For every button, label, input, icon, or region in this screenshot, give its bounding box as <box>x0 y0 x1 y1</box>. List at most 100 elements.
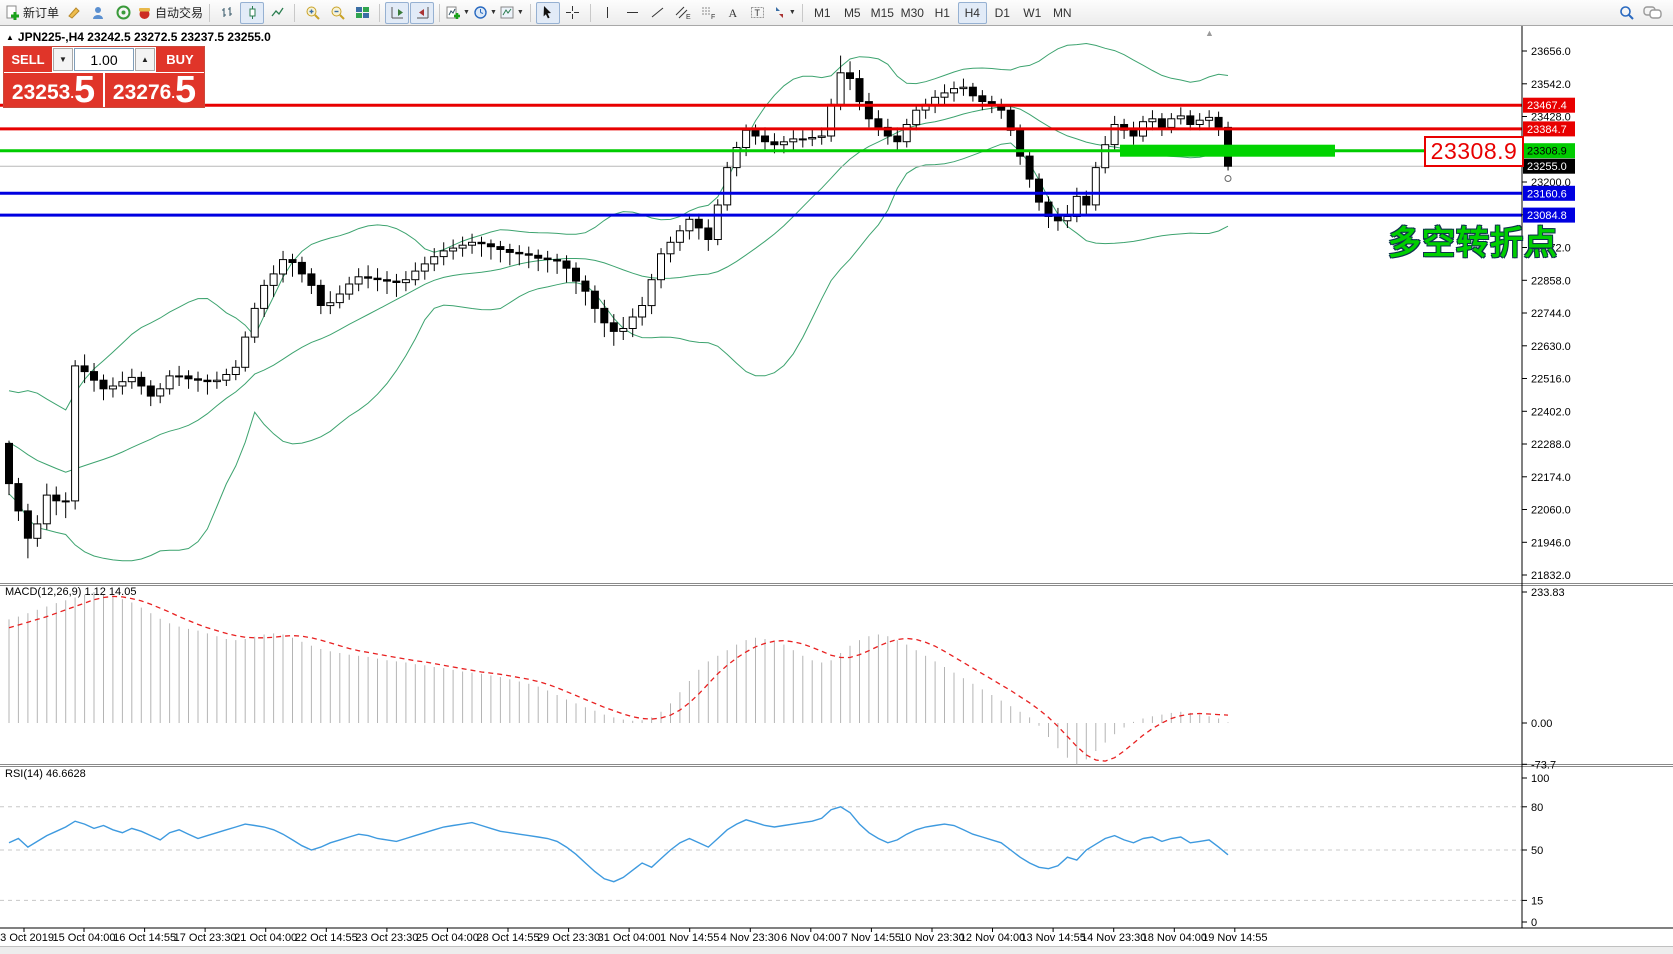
buy-button[interactable]: BUY <box>156 47 204 72</box>
new-order-button[interactable]: 新订单 <box>4 2 60 24</box>
tab-timeframe-h4[interactable]: H4 <box>957 1 987 24</box>
chart-shift-marker[interactable]: ▲ <box>1205 28 1214 38</box>
tab-timeframe-d1[interactable]: D1 <box>994 5 1010 20</box>
horizontal-line-icon <box>625 5 640 20</box>
candlestick-chart-button[interactable] <box>240 1 265 24</box>
svg-text:21832.0: 21832.0 <box>1531 570 1571 582</box>
cursor-icon <box>540 5 555 20</box>
svg-text:6 Nov 04:00: 6 Nov 04:00 <box>781 932 840 944</box>
zoom-in-button[interactable] <box>300 2 324 24</box>
collapse-panel-icon[interactable]: ▲ <box>6 32 14 42</box>
fibonacci-button[interactable]: F <box>696 2 720 24</box>
svg-text:10 Nov 23:30: 10 Nov 23:30 <box>899 932 964 944</box>
chevron-down-icon: ▼ <box>788 9 796 16</box>
svg-text:22288.0: 22288.0 <box>1531 439 1571 451</box>
tile-windows-button[interactable] <box>350 2 374 24</box>
volume-increase-button[interactable]: ▲ <box>135 48 155 71</box>
svg-text:22744.0: 22744.0 <box>1531 308 1571 320</box>
svg-text:23308.9: 23308.9 <box>1527 146 1567 158</box>
crayon-button[interactable] <box>61 2 85 24</box>
trendline-button[interactable] <box>646 2 670 24</box>
tab-timeframe-h1[interactable]: H1 <box>934 5 950 20</box>
svg-text:T: T <box>755 8 761 18</box>
autoscroll-icon <box>390 5 405 20</box>
chat-icon[interactable] <box>1643 5 1663 21</box>
indicators-icon <box>446 5 461 20</box>
sell-price-point: . <box>70 86 74 101</box>
chart-shift-button[interactable] <box>410 1 435 24</box>
svg-text:28 Oct 14:55: 28 Oct 14:55 <box>477 932 540 944</box>
timeframe-group: M1 M5 M15 M30 H1 H4 D1 W1 MN <box>808 1 1077 24</box>
rsi-indicator-label: RSI(14) 46.6628 <box>5 768 86 780</box>
svg-text:-73.7: -73.7 <box>1531 759 1556 771</box>
sell-price-int: 23253 <box>11 81 71 104</box>
buy-price-button[interactable]: 23276. 5 <box>105 71 204 109</box>
sell-button[interactable]: SELL <box>4 47 52 72</box>
toolbar-right-group <box>1619 5 1669 21</box>
svg-text:18 Nov 04:00: 18 Nov 04:00 <box>1142 932 1207 944</box>
toolbar-separator <box>589 3 591 22</box>
profiles-button[interactable] <box>86 2 110 24</box>
line-chart-icon <box>270 5 285 20</box>
tab-timeframe-m15[interactable]: M15 <box>870 5 894 20</box>
template-icon <box>500 5 515 20</box>
arrows-button[interactable]: ▼ <box>771 2 797 24</box>
zoom-out-button[interactable] <box>325 2 349 24</box>
toolbar: 新订单 自动交易 ▼ ▼ ▼ E F A T ▼ <box>0 0 1673 26</box>
svg-text:23084.8: 23084.8 <box>1527 210 1567 222</box>
svg-text:22630.0: 22630.0 <box>1531 341 1571 353</box>
profile-icon <box>91 5 106 20</box>
clock-icon <box>473 5 488 20</box>
svg-text:22402.0: 22402.0 <box>1531 406 1571 418</box>
line-chart-button[interactable] <box>265 2 289 24</box>
tab-timeframe-m5[interactable]: M5 <box>843 5 861 20</box>
svg-text:25 Oct 04:00: 25 Oct 04:00 <box>416 932 479 944</box>
crosshair-button[interactable] <box>561 2 585 24</box>
autotrading-button[interactable]: 自动交易 <box>136 2 204 24</box>
svg-text:19 Nov 14:55: 19 Nov 14:55 <box>1202 932 1267 944</box>
symbol-ohlc-title: JPN225-,H4 23242.5 23272.5 23237.5 23255… <box>17 30 271 44</box>
new-order-icon <box>5 5 20 20</box>
text-button[interactable]: A <box>721 2 745 24</box>
svg-text:16 Oct 14:55: 16 Oct 14:55 <box>113 932 176 944</box>
toolbar-separator <box>209 3 211 22</box>
svg-text:F: F <box>711 14 715 20</box>
svg-text:A: A <box>729 6 738 20</box>
svg-text:12 Nov 04:00: 12 Nov 04:00 <box>960 932 1025 944</box>
svg-text:21946.0: 21946.0 <box>1531 537 1571 549</box>
equidistant-channel-button[interactable]: E <box>671 2 695 24</box>
svg-text:15: 15 <box>1531 895 1543 907</box>
periods-button[interactable]: ▼ <box>472 2 498 24</box>
search-icon[interactable] <box>1619 5 1635 21</box>
toolbar-separator <box>439 3 441 22</box>
price-callout-label[interactable]: 23308.9 <box>1424 136 1524 167</box>
tab-timeframe-m1[interactable]: M1 <box>813 5 831 20</box>
horizontal-line-button[interactable] <box>621 2 645 24</box>
chevron-down-icon: ▼ <box>516 9 524 16</box>
vertical-line-button[interactable] <box>596 2 620 24</box>
svg-text:4 Nov 23:30: 4 Nov 23:30 <box>721 932 780 944</box>
svg-text:23 Oct 23:30: 23 Oct 23:30 <box>355 932 418 944</box>
status-bar <box>0 946 1673 954</box>
autoscroll-button[interactable] <box>385 1 410 24</box>
symbol-header: ▲ JPN225-,H4 23242.5 23272.5 23237.5 232… <box>6 30 271 44</box>
svg-text:14 Nov 23:30: 14 Nov 23:30 <box>1081 932 1146 944</box>
text-label-icon: T <box>750 5 765 20</box>
sell-price-button[interactable]: 23253. 5 <box>4 69 103 111</box>
volume-decrease-button[interactable]: ▼ <box>53 48 73 71</box>
cursor-button[interactable] <box>535 1 560 24</box>
tab-timeframe-w1[interactable]: W1 <box>1023 5 1042 20</box>
volume-input[interactable] <box>74 48 134 71</box>
tab-timeframe-m30[interactable]: M30 <box>900 5 924 20</box>
pivot-annotation-text[interactable]: 多空转折点 <box>1388 224 1558 261</box>
templates-button[interactable]: ▼ <box>499 2 525 24</box>
arrows-icon <box>772 5 787 20</box>
market-signal-button[interactable] <box>111 2 135 24</box>
sell-price-frac: 5 <box>73 69 96 111</box>
bar-chart-button[interactable] <box>215 2 239 24</box>
tab-timeframe-mn[interactable]: MN <box>1052 5 1072 20</box>
text-label-button[interactable]: T <box>746 2 770 24</box>
indicators-button[interactable]: ▼ <box>445 2 471 24</box>
